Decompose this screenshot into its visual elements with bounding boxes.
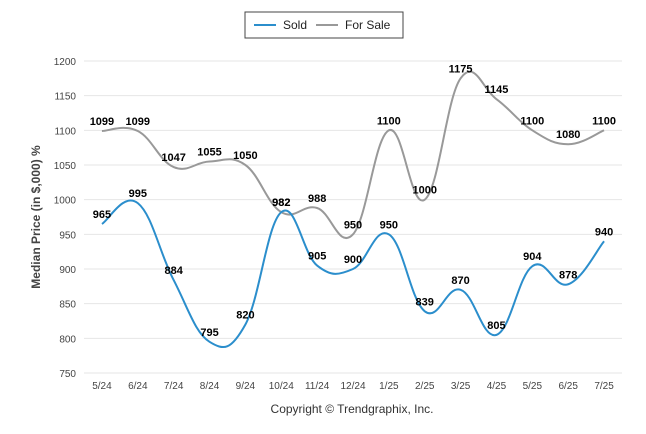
x-tick-label: 11/24 [305, 381, 330, 392]
y-tick-label: 800 [59, 334, 76, 345]
for-sale-data-label: 1100 [377, 115, 401, 127]
data-labels: 1099 1099 1047 1055 1050 982 988 950 1100 1000 117… [90, 63, 616, 338]
sold-data-label: 900 [344, 254, 362, 266]
x-tick-label: 12/24 [340, 381, 365, 392]
legend-forsale-label[interactable]: For Sale [345, 18, 391, 32]
for-sale-data-label: 1047 [161, 152, 185, 164]
y-tick-label: 950 [59, 230, 76, 241]
sold-data-label: 805 [487, 320, 505, 332]
x-tick-label: 9/24 [236, 381, 256, 392]
x-tick-label: 3/25 [451, 381, 471, 392]
x-tick-label: 6/25 [558, 381, 578, 392]
x-tick-label: 7/25 [594, 381, 614, 392]
gridlines [84, 60, 622, 374]
for-sale-data-label: 1050 [233, 150, 257, 162]
x-tick-label: 4/25 [487, 381, 507, 392]
x-tick-label: 5/25 [523, 381, 543, 392]
for-sale-data-label: 950 [344, 219, 362, 231]
legend[interactable]: Sold For Sale [244, 11, 404, 39]
sold-series-line[interactable] [101, 199, 605, 349]
x-tick-label: 5/24 [92, 381, 112, 392]
sold-data-label: 982 [272, 197, 290, 209]
y-axis-label: Median Price (in $,000) % [29, 145, 43, 289]
x-tick-label: 1/25 [379, 381, 399, 392]
sold-data-label: 965 [93, 209, 111, 221]
copyright-credit: Copyright © Trendgraphix, Inc. [271, 402, 434, 416]
sold-data-label: 905 [308, 251, 326, 263]
for-sale-data-label: 1099 [126, 116, 150, 128]
y-tick-label: 1000 [54, 196, 77, 207]
sold-data-label: 904 [523, 251, 542, 263]
y-tick-label: 1150 [54, 92, 76, 103]
sold-data-label: 884 [164, 265, 183, 277]
for-sale-data-label: 1055 [197, 147, 221, 159]
sold-data-label: 950 [380, 219, 398, 231]
for-sale-data-label: 1080 [556, 129, 580, 141]
sold-data-label: 820 [236, 309, 254, 321]
sold-data-label: 995 [129, 188, 147, 200]
y-axis-ticks: 750 800 850 900 950 1000 1050 1100 1150 1200 [54, 57, 77, 380]
y-tick-label: 1200 [54, 57, 77, 68]
x-axis-ticks: 5/24 6/24 7/24 8/24 9/24 10/24 11/24 12/24 1/25 2… [92, 381, 614, 392]
sold-data-label: 940 [595, 226, 613, 238]
legend-sold-label[interactable]: Sold [283, 18, 307, 32]
x-tick-label: 6/24 [128, 381, 148, 392]
y-tick-label: 900 [59, 265, 76, 276]
x-tick-label: 7/24 [164, 381, 184, 392]
for-sale-data-label: 1000 [412, 185, 436, 197]
for-sale-data-label: 1145 [485, 84, 509, 96]
x-tick-label: 8/24 [200, 381, 220, 392]
series-lines [101, 70, 605, 349]
for-sale-data-label: 982 [272, 197, 290, 209]
for-sale-series-line[interactable] [101, 70, 605, 239]
y-tick-label: 750 [59, 369, 76, 380]
sold-data-label: 878 [559, 269, 577, 281]
y-tick-label: 1050 [54, 161, 77, 172]
for-sale-data-label: 1175 [449, 63, 473, 75]
sold-data-label: 795 [200, 327, 218, 339]
y-tick-label: 850 [59, 300, 76, 311]
sold-data-label: 839 [416, 296, 434, 308]
x-tick-label: 10/24 [269, 381, 294, 392]
for-sale-data-label: 1099 [90, 116, 114, 128]
sold-data-label: 870 [451, 275, 469, 287]
x-tick-label: 2/25 [415, 381, 435, 392]
for-sale-data-label: 1100 [592, 115, 616, 127]
for-sale-data-label: 1100 [520, 115, 544, 127]
y-tick-label: 1100 [54, 126, 76, 137]
for-sale-data-label: 988 [308, 193, 326, 205]
